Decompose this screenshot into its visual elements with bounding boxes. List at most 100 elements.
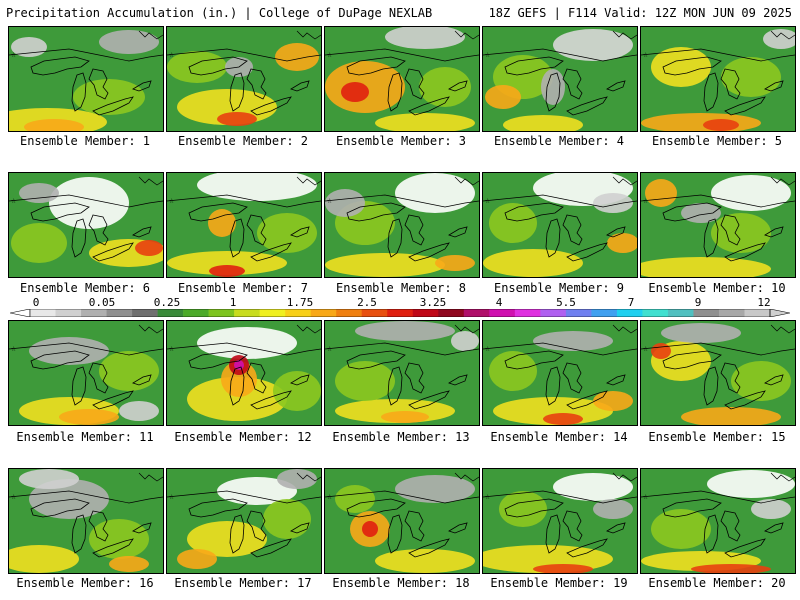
- great-lake-outline: [290, 226, 310, 238]
- colorbar-tick-label: 3.25: [419, 296, 447, 309]
- great-lake-outline: [404, 362, 425, 394]
- precip-shading: [73, 79, 145, 115]
- precip-shading: [641, 257, 771, 277]
- country-border: [483, 490, 637, 504]
- colorbar-swatch: [336, 309, 363, 317]
- city-marker-icon: ☆: [643, 344, 649, 354]
- city-marker-icon: ☆: [169, 344, 175, 354]
- city-marker-icon: ☆: [485, 344, 491, 354]
- coastline: [296, 472, 321, 482]
- great-lake-outline: [188, 202, 248, 222]
- precip-map: ☆: [9, 173, 163, 277]
- precip-shading: [711, 175, 791, 211]
- precip-shading: [489, 351, 537, 391]
- precip-shading: [208, 209, 236, 237]
- precip-shading: [119, 401, 159, 421]
- country-border: [167, 194, 321, 208]
- country-border: [325, 342, 479, 356]
- member-caption: Ensemble Member: 5: [651, 134, 783, 148]
- member-caption: Ensemble Member: 19: [490, 576, 628, 590]
- precip-map: ☆: [325, 173, 479, 277]
- precip-shading: [763, 29, 795, 49]
- precip-shading: [99, 351, 159, 391]
- precip-shading: [593, 391, 633, 411]
- precip-shading: [395, 475, 475, 503]
- coastline: [770, 176, 795, 186]
- ensemble-map-panel: ☆: [8, 468, 164, 574]
- great-lake-outline: [188, 56, 248, 76]
- country-border: [9, 194, 163, 208]
- great-lake-outline: [408, 390, 450, 410]
- precip-shading: [691, 564, 771, 573]
- great-lake-outline: [132, 80, 152, 92]
- great-lake-outline: [724, 242, 766, 262]
- precip-shading: [721, 57, 781, 97]
- ensemble-map-panel: ☆: [640, 172, 796, 278]
- country-border: [167, 48, 321, 62]
- colorbar-swatch: [361, 309, 388, 317]
- great-lake-outline: [88, 362, 109, 394]
- coastline: [454, 324, 479, 334]
- great-lake-outline: [30, 202, 90, 222]
- precip-map: ☆: [483, 321, 637, 425]
- colorbar-tick-label: 1.75: [286, 296, 314, 309]
- colorbar-swatch: [285, 309, 311, 317]
- precip-shading: [451, 331, 479, 351]
- city-marker-icon: ☆: [485, 50, 491, 60]
- ensemble-map-panel: ☆: [166, 468, 322, 574]
- precip-shading: [197, 327, 297, 359]
- precip-map: ☆: [9, 27, 163, 131]
- precip-shading: [661, 323, 741, 343]
- country-border: [9, 342, 163, 356]
- colorbar-tick-label: 0.05: [88, 296, 116, 309]
- colorbar-swatch: [234, 309, 260, 317]
- precip-shading: [209, 265, 245, 277]
- colorbar-max-arrow: [769, 309, 790, 317]
- great-lake-outline: [246, 68, 267, 100]
- country-border: [9, 48, 163, 62]
- precip-shading: [493, 397, 613, 425]
- country-border: [483, 48, 637, 62]
- precip-shading: [335, 361, 395, 401]
- precip-shading: [503, 115, 583, 131]
- great-lake-outline: [30, 56, 90, 76]
- precip-shading: [263, 499, 311, 539]
- country-border: [9, 490, 163, 504]
- great-lake-outline: [250, 242, 292, 262]
- ensemble-map-panel: ☆: [640, 320, 796, 426]
- coastline: [612, 176, 637, 186]
- precip-shading: [9, 545, 79, 573]
- colorbar-swatch: [540, 309, 567, 317]
- precip-shading: [325, 189, 365, 217]
- great-lake-outline: [229, 218, 245, 258]
- coastline: [296, 176, 321, 186]
- great-lake-outline: [720, 214, 741, 246]
- member-caption: Ensemble Member: 13: [332, 430, 470, 444]
- colorbar-tick-label: 9: [694, 296, 702, 309]
- country-border: [641, 490, 795, 504]
- precip-shading: [499, 491, 547, 527]
- precip-shading: [335, 485, 375, 513]
- member-caption: Ensemble Member: 7: [177, 281, 309, 295]
- precip-map: ☆: [167, 321, 321, 425]
- great-lake-outline: [703, 218, 719, 258]
- precip-map: ☆: [325, 321, 479, 425]
- great-lake-outline: [92, 242, 134, 262]
- precip-shading: [651, 509, 711, 549]
- colorbar-swatch: [438, 309, 465, 317]
- member-caption: Ensemble Member: 4: [493, 134, 625, 148]
- colorbar-swatch: [667, 309, 694, 317]
- city-marker-icon: ☆: [169, 492, 175, 502]
- precip-map: ☆: [9, 321, 163, 425]
- precip-shading: [217, 477, 297, 505]
- ensemble-map-panel: ☆: [8, 320, 164, 426]
- great-lake-outline: [290, 522, 310, 534]
- great-lake-outline: [566, 242, 608, 262]
- great-lake-outline: [408, 538, 450, 558]
- great-lake-outline: [404, 214, 425, 246]
- great-lake-outline: [504, 56, 564, 76]
- great-lake-outline: [662, 56, 722, 76]
- precip-shading: [355, 321, 455, 341]
- city-marker-icon: ☆: [11, 492, 17, 502]
- ensemble-map-panel: ☆: [324, 320, 480, 426]
